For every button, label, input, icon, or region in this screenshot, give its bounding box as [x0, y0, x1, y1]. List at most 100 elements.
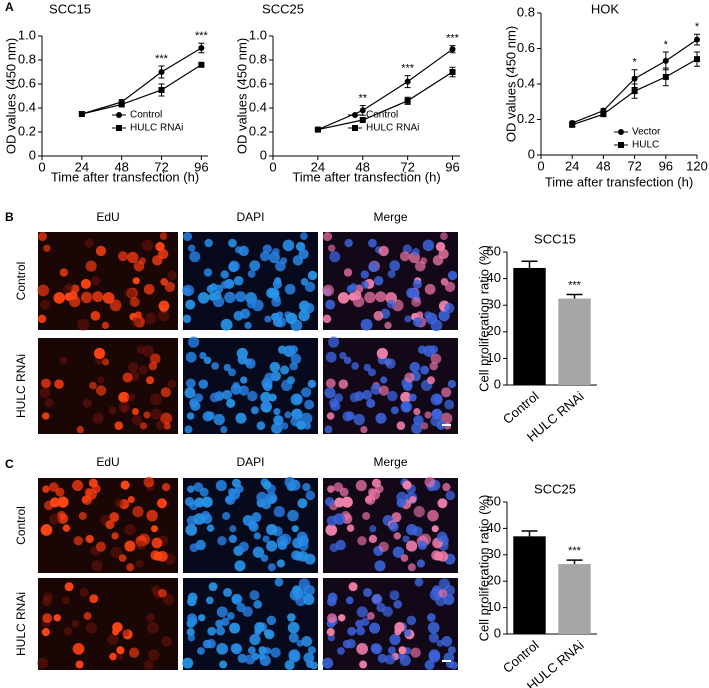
nucleus — [231, 593, 243, 605]
nucleus — [413, 408, 421, 416]
y-tick-label: 0.8 — [18, 51, 36, 66]
nucleus — [143, 476, 155, 488]
scale-bar — [442, 424, 451, 426]
nucleus — [289, 361, 298, 371]
nucleus — [220, 425, 228, 434]
nucleus — [360, 280, 369, 289]
nucleus — [127, 251, 139, 264]
marker — [78, 111, 85, 117]
marker — [314, 126, 321, 133]
nucleus — [231, 643, 243, 655]
nucleus — [182, 232, 193, 242]
chart-title: SCC15 — [49, 1, 91, 16]
series-line — [317, 71, 453, 131]
nucleus — [304, 302, 315, 314]
nucleus — [343, 356, 352, 365]
nucleus — [447, 379, 457, 389]
nucleus — [404, 372, 415, 383]
nucleus — [226, 398, 236, 408]
nucleus — [266, 287, 277, 299]
nucleus — [427, 613, 436, 622]
legend-marker — [116, 112, 122, 118]
nucleus — [304, 399, 315, 410]
marker — [404, 78, 411, 85]
nucleus — [266, 615, 277, 626]
nucleus — [85, 488, 97, 500]
legend-label: HULC RNAi — [130, 123, 183, 134]
nucleus — [193, 513, 206, 525]
nucleus — [41, 628, 50, 637]
nucleus — [378, 385, 390, 396]
nucleus — [322, 314, 332, 324]
nucleus — [366, 612, 375, 620]
row-label: Control — [14, 506, 28, 545]
y-axis-label: Cell proliferation ratio (%) — [476, 245, 491, 392]
nucleus — [399, 251, 410, 262]
y-tick-label: 0 — [494, 625, 501, 640]
nucleus — [160, 387, 171, 398]
nucleus — [245, 358, 256, 369]
nucleus — [116, 652, 124, 660]
nucleus — [187, 613, 197, 624]
nucleus — [39, 387, 51, 399]
nucleus — [432, 409, 441, 418]
y-tick-label: 0 — [494, 376, 501, 391]
nucleus — [286, 376, 296, 385]
nucleus — [307, 646, 316, 655]
nucleus — [53, 614, 61, 622]
nucleus — [406, 615, 417, 626]
marker — [404, 97, 411, 104]
nucleus — [105, 520, 115, 530]
nucleus — [271, 297, 282, 308]
nucleus — [337, 292, 350, 304]
x-tick-label: 24 — [75, 159, 89, 174]
bar — [513, 267, 546, 385]
x-tick-label: 24 — [311, 159, 325, 174]
nucleus — [303, 594, 315, 606]
nucleus — [75, 660, 84, 669]
nucleus — [142, 345, 155, 358]
nucleus — [368, 488, 381, 500]
nucleus — [344, 238, 353, 248]
nucleus — [156, 498, 167, 509]
nucleus — [157, 551, 168, 562]
error-bar — [521, 530, 538, 537]
nucleus — [291, 525, 299, 533]
nucleus — [272, 247, 280, 256]
nucleus — [438, 578, 451, 590]
nucleus — [92, 412, 104, 424]
nucleus — [273, 408, 281, 416]
x-tick-label: 48 — [114, 159, 128, 174]
nucleus — [369, 622, 381, 634]
nucleus — [375, 291, 387, 303]
nucleus — [240, 376, 248, 384]
marker — [694, 56, 700, 63]
nucleus — [438, 588, 448, 598]
nucleus — [216, 626, 226, 636]
nucleus — [280, 422, 289, 430]
marker — [158, 69, 165, 75]
nucleus — [80, 278, 91, 289]
marker — [449, 69, 456, 75]
nucleus — [264, 315, 272, 323]
nucleus — [389, 260, 401, 272]
nucleus — [235, 412, 247, 424]
nucleus — [436, 420, 446, 430]
nucleus — [111, 532, 119, 540]
x-tick-label: 48 — [596, 158, 610, 173]
nucleus — [206, 524, 215, 532]
nucleus — [224, 291, 236, 304]
panel-letter: B — [5, 210, 14, 224]
nucleus — [430, 393, 443, 406]
nucleus — [388, 521, 399, 532]
nucleus — [390, 406, 399, 415]
x-tick-label: 0 — [269, 159, 276, 174]
nucleus — [373, 275, 384, 286]
nucleus — [110, 546, 122, 558]
nucleus — [120, 404, 128, 413]
nucleus — [182, 314, 192, 324]
y-tick-label: 40 — [487, 520, 501, 535]
nucleus — [217, 536, 227, 546]
micrograph — [322, 577, 458, 671]
nucleus — [189, 251, 201, 263]
